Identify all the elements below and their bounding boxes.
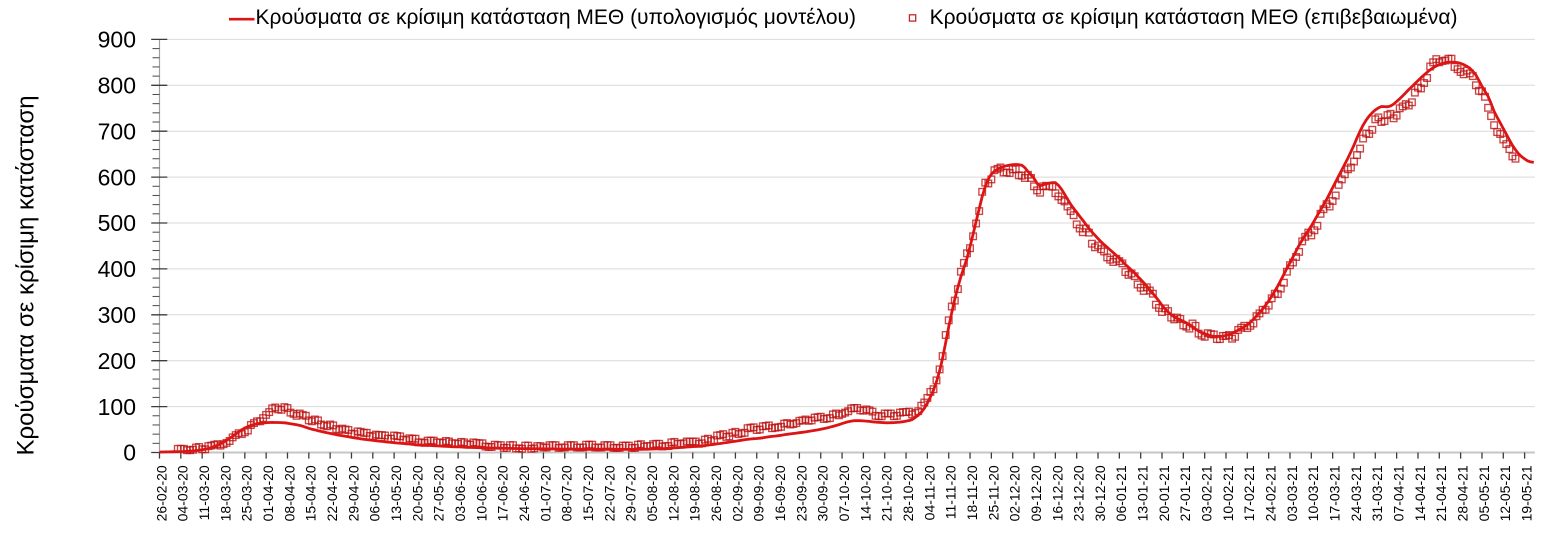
svg-text:04-03-20: 04-03-20	[175, 465, 191, 521]
svg-text:30-12-20: 30-12-20	[1092, 465, 1108, 521]
svg-text:08-07-20: 08-07-20	[559, 465, 575, 521]
svg-text:11-03-20: 11-03-20	[196, 465, 212, 520]
svg-text:02-09-20: 02-09-20	[729, 465, 745, 521]
svg-text:24-02-21: 24-02-21	[1263, 465, 1279, 521]
svg-text:400: 400	[98, 256, 136, 282]
svg-text:800: 800	[98, 73, 136, 99]
svg-text:23-09-20: 23-09-20	[793, 465, 809, 521]
svg-text:10-06-20: 10-06-20	[473, 465, 489, 521]
svg-text:Κρούσματα σε κρίσιμη κατάσταση: Κρούσματα σε κρίσιμη κατάσταση ΜΕΘ (υπολ…	[256, 6, 857, 29]
svg-text:07-04-21: 07-04-21	[1391, 465, 1407, 521]
svg-text:17-06-20: 17-06-20	[495, 465, 511, 521]
svg-text:200: 200	[98, 348, 136, 374]
svg-text:06-05-20: 06-05-20	[367, 465, 383, 521]
svg-text:10-02-21: 10-02-21	[1220, 465, 1236, 521]
svg-text:22-04-20: 22-04-20	[324, 465, 340, 521]
svg-text:01-07-20: 01-07-20	[537, 465, 553, 521]
svg-text:05-08-20: 05-08-20	[644, 465, 660, 521]
svg-text:19-08-20: 19-08-20	[687, 465, 703, 521]
svg-text:03-02-21: 03-02-21	[1199, 465, 1215, 521]
svg-text:13-05-20: 13-05-20	[388, 465, 404, 521]
svg-text:18-11-20: 18-11-20	[964, 465, 980, 520]
svg-text:600: 600	[98, 164, 136, 190]
svg-text:20-05-20: 20-05-20	[409, 465, 425, 521]
svg-text:27-05-20: 27-05-20	[431, 465, 447, 521]
svg-text:23-12-20: 23-12-20	[1071, 465, 1087, 521]
svg-text:25-03-20: 25-03-20	[239, 465, 255, 521]
svg-text:05-05-21: 05-05-21	[1476, 465, 1492, 521]
svg-text:21-10-20: 21-10-20	[879, 465, 895, 521]
svg-text:700: 700	[98, 118, 136, 144]
svg-text:25-11-20: 25-11-20	[985, 465, 1001, 520]
svg-text:06-01-21: 06-01-21	[1113, 465, 1129, 521]
svg-text:14-10-20: 14-10-20	[857, 465, 873, 521]
svg-text:100: 100	[98, 394, 136, 420]
svg-text:10-03-21: 10-03-21	[1305, 465, 1321, 521]
svg-text:01-04-20: 01-04-20	[260, 465, 276, 521]
svg-text:18-03-20: 18-03-20	[217, 465, 233, 521]
svg-text:12-05-21: 12-05-21	[1497, 465, 1513, 521]
svg-text:17-02-21: 17-02-21	[1241, 465, 1257, 521]
svg-text:09-12-20: 09-12-20	[1028, 465, 1044, 521]
svg-text:20-01-21: 20-01-21	[1156, 465, 1172, 521]
svg-text:27-01-21: 27-01-21	[1177, 465, 1193, 521]
svg-text:04-11-20: 04-11-20	[921, 465, 937, 520]
svg-text:14-04-21: 14-04-21	[1412, 465, 1428, 521]
svg-text:07-10-20: 07-10-20	[836, 465, 852, 521]
svg-text:Κρούσματα σε κρίσιμη κατάσταση: Κρούσματα σε κρίσιμη κατάσταση ΜΕΘ (επιβ…	[930, 6, 1458, 29]
svg-text:22-07-20: 22-07-20	[601, 465, 617, 521]
svg-text:300: 300	[98, 302, 136, 328]
svg-text:24-03-21: 24-03-21	[1348, 465, 1364, 521]
svg-text:12-08-20: 12-08-20	[665, 465, 681, 521]
svg-text:0: 0	[123, 440, 136, 466]
svg-text:26-02-20: 26-02-20	[153, 465, 169, 521]
svg-text:13-01-21: 13-01-21	[1135, 465, 1151, 521]
svg-text:02-12-20: 02-12-20	[1007, 465, 1023, 521]
svg-text:15-07-20: 15-07-20	[580, 465, 596, 521]
svg-text:30-09-20: 30-09-20	[815, 465, 831, 521]
svg-text:16-09-20: 16-09-20	[772, 465, 788, 521]
svg-text:03-03-21: 03-03-21	[1284, 465, 1300, 521]
svg-text:28-04-21: 28-04-21	[1455, 465, 1471, 521]
svg-text:11-11-20: 11-11-20	[943, 465, 959, 519]
svg-text:28-10-20: 28-10-20	[900, 465, 916, 521]
svg-text:15-04-20: 15-04-20	[303, 465, 319, 521]
svg-text:500: 500	[98, 210, 136, 236]
svg-text:26-08-20: 26-08-20	[708, 465, 724, 521]
svg-text:19-05-21: 19-05-21	[1519, 465, 1535, 521]
svg-text:31-03-21: 31-03-21	[1369, 465, 1385, 521]
svg-text:21-04-21: 21-04-21	[1433, 465, 1449, 521]
svg-text:03-06-20: 03-06-20	[452, 465, 468, 521]
svg-text:08-04-20: 08-04-20	[281, 465, 297, 521]
svg-text:29-04-20: 29-04-20	[345, 465, 361, 521]
svg-text:09-09-20: 09-09-20	[751, 465, 767, 521]
svg-text:24-06-20: 24-06-20	[516, 465, 532, 521]
svg-text:Κρούσματα σε κρίσιμη κατάσταση: Κρούσματα σε κρίσιμη κατάσταση	[13, 95, 40, 455]
svg-text:17-03-21: 17-03-21	[1327, 465, 1343, 521]
svg-text:16-12-20: 16-12-20	[1049, 465, 1065, 521]
svg-text:29-07-20: 29-07-20	[623, 465, 639, 521]
svg-text:900: 900	[98, 27, 136, 53]
